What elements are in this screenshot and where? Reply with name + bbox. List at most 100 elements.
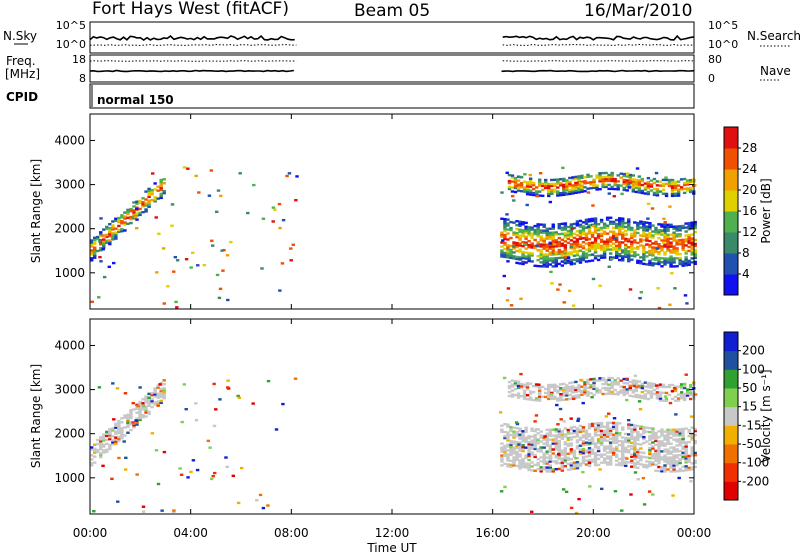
heatmap-cell [281, 402, 285, 406]
heatmap-cell [545, 438, 549, 441]
heatmap-cell [547, 186, 551, 190]
heatmap-cell [266, 379, 271, 383]
heatmap-cell [673, 194, 678, 197]
heatmap-cell [111, 224, 115, 227]
heatmap-cell [528, 179, 533, 182]
x-axis-label: Time UT [366, 541, 417, 554]
heatmap-cell [112, 261, 116, 265]
heatmap-cell [605, 427, 610, 430]
heatmap-cell [131, 401, 135, 405]
heatmap-cell [506, 246, 510, 249]
heatmap-cell [684, 244, 688, 247]
heatmap-cell [123, 392, 128, 395]
heatmap-cell [581, 221, 586, 224]
heatmap-cell [593, 257, 598, 260]
heatmap-cell [636, 385, 641, 388]
heatmap-cell [578, 182, 583, 185]
heatmap-cell [685, 187, 690, 190]
heatmap-cell [527, 243, 531, 247]
heatmap-cell [624, 440, 628, 444]
heatmap-cell [578, 448, 583, 451]
heatmap-cell [527, 226, 531, 229]
heatmap-cell [646, 217, 650, 220]
heatmap-cell [135, 212, 139, 215]
heatmap-cell [672, 251, 676, 254]
heatmap-cell [581, 233, 586, 236]
heatmap-cell [630, 433, 634, 437]
heatmap-cell [569, 251, 574, 254]
heatmap-cell [678, 227, 682, 230]
heatmap-cell [651, 427, 655, 430]
heatmap-cell [611, 451, 616, 454]
heatmap-cell [108, 234, 112, 238]
heatmap-cell [690, 233, 694, 236]
heatmap-cell [550, 178, 554, 182]
heatmap-cell [685, 179, 690, 182]
heatmap-cell [539, 456, 543, 459]
heatmap-cell [506, 228, 510, 231]
heatmap-cell [666, 428, 670, 432]
heatmap-cell [545, 265, 549, 268]
heatmap-cell [551, 265, 555, 268]
heatmap-cell [634, 182, 639, 186]
heatmap-cell [596, 234, 601, 238]
heatmap-cell [507, 380, 512, 384]
heatmap-cell [565, 185, 569, 188]
heatmap-cell [616, 381, 620, 384]
heatmap-cell [654, 457, 658, 460]
heatmap-cell [684, 449, 688, 452]
colorbar-tick-label: -100 [742, 456, 769, 470]
heatmap-cell [574, 388, 578, 392]
heatmap-cell [611, 453, 616, 456]
heatmap-cell [90, 300, 95, 304]
heatmap-cell [670, 194, 675, 198]
heatmap-cell [96, 450, 100, 454]
heatmap-cell [503, 225, 507, 229]
heatmap-cell [528, 177, 533, 180]
heatmap-cell [639, 435, 643, 438]
heatmap-cell [574, 191, 578, 195]
heatmap-cell [672, 438, 676, 441]
heatmap-cell [690, 247, 694, 250]
heatmap-cell [97, 296, 101, 299]
heatmap-cell [102, 235, 107, 238]
heatmap-cell [545, 255, 549, 258]
heatmap-cell [521, 244, 525, 248]
colorbar-tick-label: -50 [742, 437, 762, 451]
heatmap-cell [669, 257, 673, 260]
heatmap-cell [513, 393, 518, 397]
heatmap-cell [592, 184, 596, 188]
heatmap-cell [569, 231, 574, 234]
heatmap-cell [569, 428, 574, 431]
heatmap-cell [578, 223, 583, 227]
heatmap-cell [614, 429, 619, 433]
heatmap-cell [550, 192, 554, 196]
heatmap-cell [592, 383, 596, 387]
heatmap-cell [588, 485, 592, 488]
heatmap-cell [646, 202, 651, 206]
heatmap-cell [593, 454, 598, 457]
heatmap-cell [642, 429, 646, 433]
heatmap-cell [654, 171, 659, 175]
heatmap-cell [184, 257, 189, 261]
heatmap-cell [554, 430, 558, 433]
heatmap-cell [563, 226, 568, 229]
heatmap-cell [563, 459, 568, 462]
heatmap-cell [652, 382, 657, 386]
heatmap-cell [219, 194, 223, 198]
heatmap-cell [527, 468, 531, 472]
heatmap-cell [521, 434, 525, 437]
heatmap-cell [625, 377, 629, 381]
heatmap-cell [637, 175, 642, 178]
heatmap-cell [566, 428, 571, 432]
heatmap-cell [153, 188, 157, 191]
heatmap-cell [506, 287, 511, 290]
heatmap-cell [117, 456, 121, 460]
heatmap-cell [548, 243, 552, 246]
heatmap-cell [639, 234, 643, 237]
heatmap-cell [654, 451, 658, 455]
heatmap-cell [568, 190, 572, 194]
heatmap-cell [648, 448, 652, 452]
heatmap-cell [633, 442, 637, 445]
